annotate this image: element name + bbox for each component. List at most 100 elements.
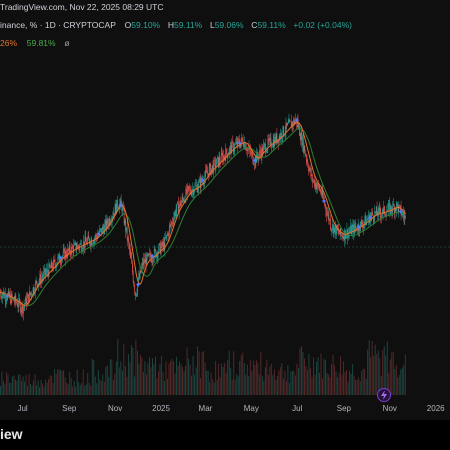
candle-body xyxy=(342,235,343,238)
candle-body xyxy=(104,224,105,235)
candle-body xyxy=(59,261,61,263)
volume-bar xyxy=(180,364,182,395)
candle-body xyxy=(84,236,86,248)
candle-body xyxy=(379,208,381,214)
volume-bar xyxy=(254,365,256,395)
candle-body xyxy=(250,150,251,155)
candle-body xyxy=(384,206,385,215)
volume-bar xyxy=(230,367,232,395)
candle-body xyxy=(200,178,202,189)
volume-bar xyxy=(334,365,336,395)
candle-body xyxy=(263,145,264,154)
volume-bar xyxy=(392,351,394,395)
candle-body xyxy=(388,203,390,205)
volume-bar xyxy=(245,374,247,395)
candle-body xyxy=(387,209,388,213)
candle-body xyxy=(309,168,311,170)
candle-body xyxy=(311,174,312,177)
candle-body xyxy=(302,136,304,152)
volume-bar xyxy=(48,379,50,395)
candle-body xyxy=(108,218,110,226)
candle-body xyxy=(321,189,323,195)
candle-body xyxy=(351,227,353,235)
volume-bar xyxy=(39,387,41,395)
candle-body xyxy=(235,143,236,145)
volume-bar xyxy=(75,386,77,395)
candle-body xyxy=(294,121,296,125)
candle-body xyxy=(69,245,71,253)
volume-bar xyxy=(282,378,284,395)
candle-body xyxy=(393,203,394,206)
candle-body xyxy=(381,213,383,216)
signal-marker: ✦ xyxy=(366,214,373,223)
candle-body xyxy=(295,118,297,122)
volume-bar xyxy=(325,360,326,395)
volume-bar xyxy=(264,367,266,395)
candle-body xyxy=(29,291,31,295)
candle-body xyxy=(290,120,291,122)
candle-body xyxy=(187,186,188,194)
candle-body xyxy=(115,204,117,214)
volume-bar xyxy=(115,361,117,395)
settings-glyph[interactable]: ø xyxy=(64,38,70,48)
candle-body xyxy=(381,215,382,218)
candle-body xyxy=(254,157,256,166)
candle-body xyxy=(159,243,161,254)
candle-body xyxy=(278,139,279,144)
candle-body xyxy=(227,154,229,158)
volume-bar xyxy=(302,352,304,395)
open-value: 59.10% xyxy=(131,20,161,30)
candle-body xyxy=(163,242,165,251)
candle-body xyxy=(172,223,174,224)
candle-body xyxy=(156,253,158,258)
candle-body xyxy=(181,197,183,203)
volume-bar xyxy=(64,377,66,395)
candle-body xyxy=(281,132,282,139)
volume-bar xyxy=(135,339,137,395)
candle-body xyxy=(216,158,218,165)
lightning-icon[interactable] xyxy=(377,388,391,402)
candle-body xyxy=(196,185,197,186)
candle-body xyxy=(318,185,320,190)
candle-body xyxy=(198,182,200,189)
volume-bar xyxy=(36,385,38,395)
candle-body xyxy=(80,243,82,251)
ma-legend: 26% 59.81% ø xyxy=(0,36,450,50)
volume-bar xyxy=(22,376,24,395)
candle-body xyxy=(215,164,217,168)
volume-bar xyxy=(389,359,391,395)
volume-bar xyxy=(310,368,311,395)
volume-bar xyxy=(341,374,343,395)
signal-marker: ✦ xyxy=(96,230,103,239)
volume-bar xyxy=(69,372,71,395)
volume-bar xyxy=(228,350,230,395)
x-tick-label: Sep xyxy=(337,404,352,413)
candle-body xyxy=(28,291,30,303)
volume-bar xyxy=(260,352,262,395)
candle-body xyxy=(398,205,400,213)
volume-bar xyxy=(388,372,390,395)
volume-bar xyxy=(133,376,135,395)
volume-bar xyxy=(73,381,75,395)
candle-body xyxy=(38,280,40,284)
volume-bar xyxy=(148,357,150,395)
candle-body xyxy=(266,151,267,153)
candle-body xyxy=(253,164,255,166)
ma-fast-value: 26% xyxy=(0,38,18,48)
candle-body xyxy=(141,262,143,268)
volume-bar xyxy=(177,365,179,395)
candle-body xyxy=(358,224,360,231)
volume-bar xyxy=(188,358,190,395)
volume-bar xyxy=(129,362,131,395)
candle-body xyxy=(377,214,379,217)
candle-body xyxy=(171,221,172,225)
candle-body xyxy=(116,199,117,214)
candle-body xyxy=(94,238,96,240)
candle-body xyxy=(7,290,9,295)
candle-body xyxy=(366,219,368,221)
volume-bar xyxy=(276,376,278,395)
candle-body xyxy=(320,192,322,195)
candle-body xyxy=(349,231,351,232)
candle-body xyxy=(317,183,319,186)
